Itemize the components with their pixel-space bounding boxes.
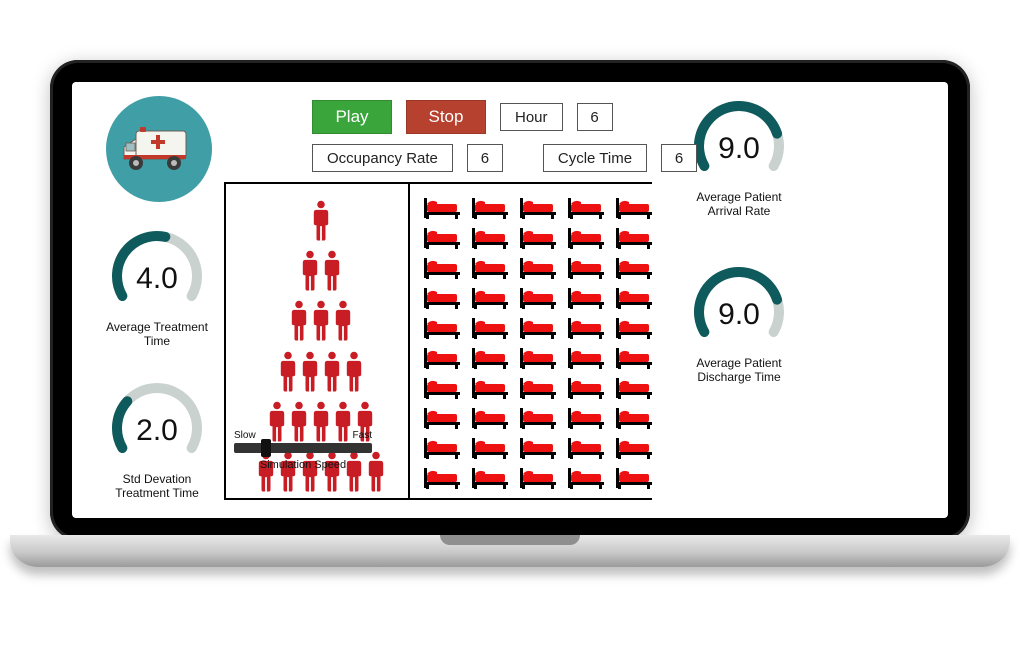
bed-icon [566,436,608,462]
bed-icon [422,316,464,342]
gauge-avg-treatment-time: 4.0 Average Treatment Time [102,226,212,349]
person-icon [334,300,352,343]
region-divider [408,182,410,500]
bed-icon [422,346,464,372]
person-icon [290,300,308,343]
bed-icon [566,196,608,222]
bed-icon [566,376,608,402]
bed-icon [518,226,560,252]
bed-grid [422,196,660,494]
bed-icon [566,466,608,492]
gauge-value: 9.0 [684,298,794,332]
gauge-label-line: Arrival Rate [708,204,771,218]
gauge-label-line: Discharge Time [697,370,780,384]
bed-icon [422,256,464,282]
bed-icon [470,406,512,432]
bed-icon [518,196,560,222]
hour-value: 6 [577,103,613,131]
play-button[interactable]: Play [312,100,392,134]
gauge-value: 4.0 [102,262,212,296]
bed-icon [422,436,464,462]
bed-icon [422,406,464,432]
bed-icon [518,286,560,312]
bed-icon [614,346,656,372]
slider-slow-label: Slow [234,430,256,441]
bed-icon [518,436,560,462]
gauge-value: 2.0 [102,414,212,448]
gauge-label-line: Average Patient [696,190,781,204]
bed-icon [566,286,608,312]
occupancy-value: 6 [467,144,503,172]
bed-icon [422,466,464,492]
gauge-value: 9.0 [684,132,794,166]
ambulance-icon [106,96,212,202]
bed-icon [470,316,512,342]
gauge-label-line: Time [144,334,170,348]
person-icon [301,250,319,293]
bed-icon [518,466,560,492]
bed-icon [470,376,512,402]
bed-icon [614,406,656,432]
person-icon [301,351,319,394]
bed-icon [518,406,560,432]
bed-icon [422,226,464,252]
bed-icon [566,346,608,372]
person-icon [323,250,341,293]
bed-icon [614,466,656,492]
slider-track[interactable] [234,443,372,453]
gauge-avg-discharge-time: 9.0 Average Patient Discharge Time [684,262,794,385]
bed-icon [518,316,560,342]
person-icon [323,351,341,394]
bed-icon [566,316,608,342]
bed-icon [470,196,512,222]
bed-icon [518,346,560,372]
gauge-std-dev-treatment-time: 2.0 Std Devation Treatment Time [102,378,212,501]
bed-icon [470,466,512,492]
bed-icon [470,286,512,312]
bed-icon [614,286,656,312]
bed-icon [614,316,656,342]
hour-label: Hour [500,103,563,131]
bed-icon [614,376,656,402]
gauge-label-line: Average Patient [696,356,781,370]
bed-icon [566,226,608,252]
slider-caption: Simulation Speed [234,459,372,471]
person-icon [345,351,363,394]
slider-thumb[interactable] [261,439,271,457]
gauge-label-line: Average Treatment [106,320,208,334]
bed-icon [470,256,512,282]
slider-fast-label: Fast [353,430,372,441]
bed-icon [470,226,512,252]
stop-button[interactable]: Stop [406,100,486,134]
person-icon [312,200,330,243]
bed-icon [614,256,656,282]
bed-icon [566,406,608,432]
bed-icon [422,286,464,312]
cycletime-value: 6 [661,144,697,172]
person-icon [312,300,330,343]
bed-icon [566,256,608,282]
bed-icon [422,196,464,222]
occupancy-label: Occupancy Rate [312,144,453,172]
gauge-label-line: Treatment Time [115,486,199,500]
gauge-avg-arrival-rate: 9.0 Average Patient Arrival Rate [684,96,794,219]
bed-icon [614,436,656,462]
bed-icon [518,376,560,402]
bed-icon [518,256,560,282]
bed-icon [470,346,512,372]
bed-icon [614,226,656,252]
person-icon [279,351,297,394]
bed-icon [422,376,464,402]
simulation-speed-slider[interactable]: Slow Fast Simulation Speed [234,430,372,471]
bed-icon [470,436,512,462]
cycletime-label: Cycle Time [543,144,647,172]
bed-icon [614,196,656,222]
gauge-label-line: Std Devation [123,472,192,486]
